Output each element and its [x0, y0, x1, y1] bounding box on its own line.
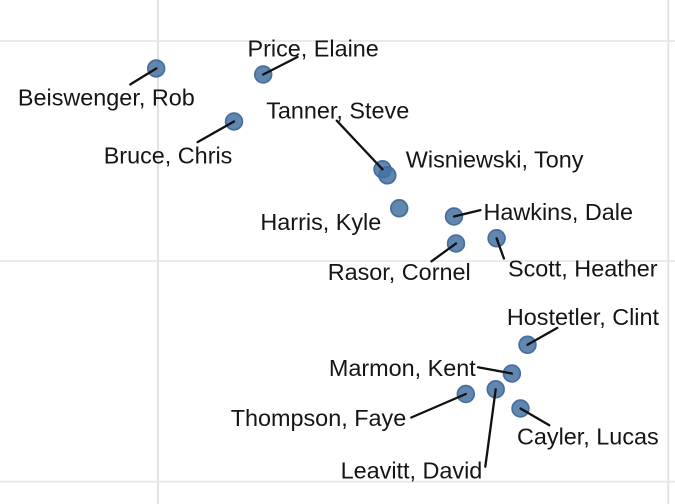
svg-text:Scott, Heather: Scott, Heather: [508, 255, 658, 281]
svg-text:Cayler, Lucas: Cayler, Lucas: [517, 424, 659, 450]
svg-text:Tanner, Steve: Tanner, Steve: [266, 98, 409, 124]
svg-text:Wisniewski, Tony: Wisniewski, Tony: [406, 147, 584, 173]
svg-text:Leavitt, David: Leavitt, David: [341, 457, 483, 483]
svg-text:Marmon, Kent: Marmon, Kent: [329, 355, 476, 381]
svg-text:Harris, Kyle: Harris, Kyle: [260, 209, 381, 235]
svg-text:Rasor, Cornel: Rasor, Cornel: [328, 259, 471, 285]
svg-text:Hawkins, Dale: Hawkins, Dale: [484, 199, 634, 225]
svg-text:Beiswenger, Rob: Beiswenger, Rob: [18, 85, 195, 111]
svg-text:Bruce, Chris: Bruce, Chris: [104, 142, 233, 168]
svg-text:Thompson, Faye: Thompson, Faye: [231, 405, 407, 431]
svg-text:Price, Elaine: Price, Elaine: [248, 36, 379, 62]
svg-text:Hostetler, Clint: Hostetler, Clint: [507, 304, 660, 330]
